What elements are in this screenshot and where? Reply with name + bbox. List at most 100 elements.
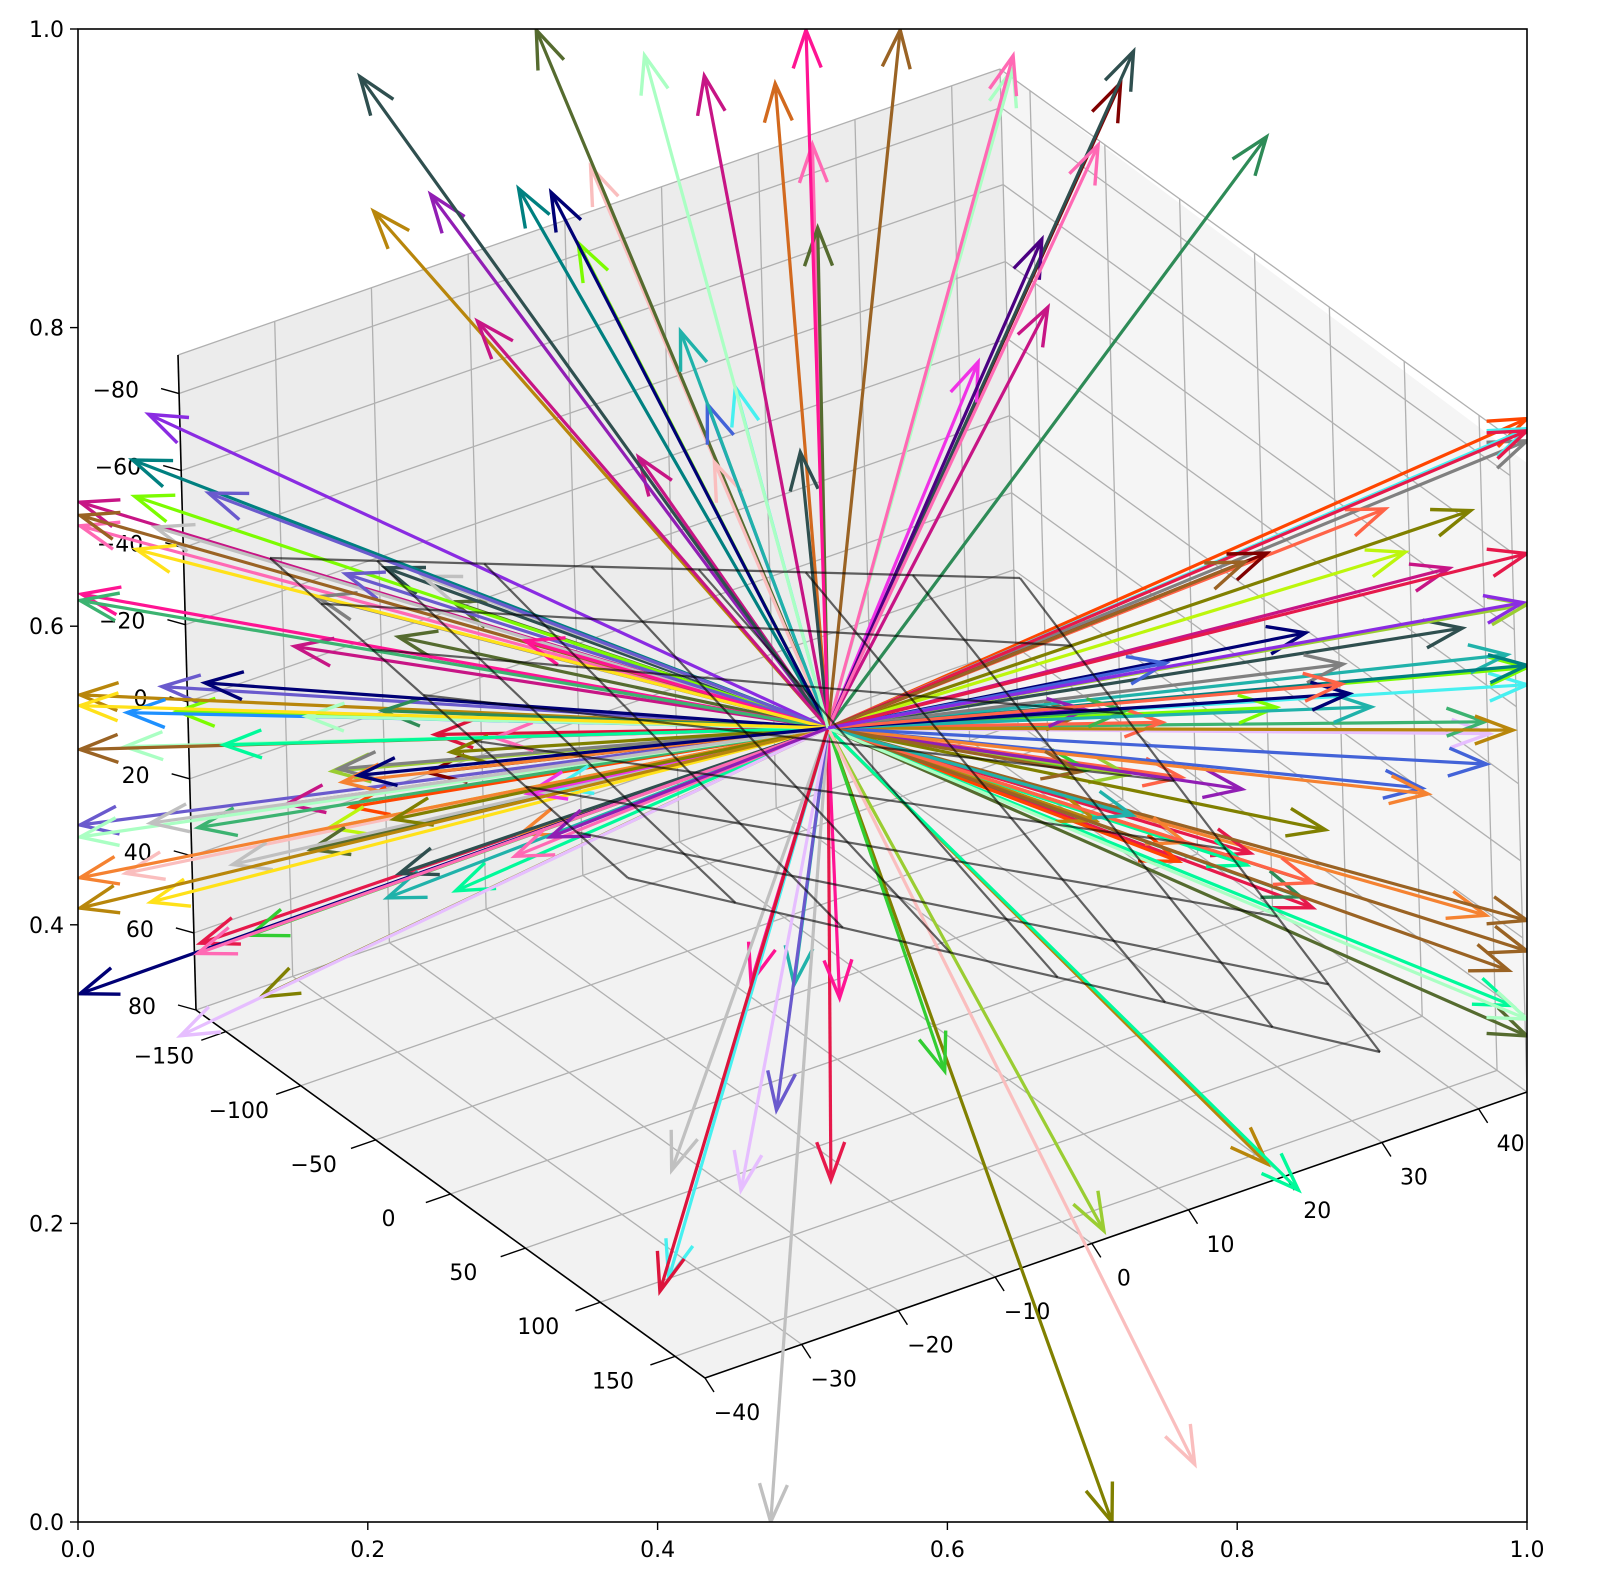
outer-y-tick-label: 0.4 bbox=[29, 914, 64, 939]
mesh-line bbox=[474, 739, 1226, 850]
arrow-shaft bbox=[517, 187, 830, 729]
outer-x-tick-label: 0.2 bbox=[350, 1538, 385, 1563]
arrow-head bbox=[766, 1070, 797, 1115]
arrow-head bbox=[1125, 654, 1171, 686]
arrow-shaft bbox=[642, 54, 830, 729]
arrow bbox=[827, 671, 1347, 730]
arrow bbox=[762, 78, 830, 729]
mesh-line bbox=[376, 560, 737, 904]
arrow-head bbox=[418, 574, 464, 604]
arrow-shaft bbox=[827, 726, 1326, 832]
arrow-shaft bbox=[826, 55, 1015, 729]
arrow-head bbox=[200, 670, 245, 702]
arrow-head bbox=[1474, 714, 1518, 746]
arrow-head bbox=[1302, 671, 1347, 703]
arrow-head bbox=[451, 861, 497, 893]
y-tick bbox=[994, 1276, 1005, 1292]
arrow-shaft bbox=[826, 135, 1268, 729]
x-tick-label: 0 bbox=[382, 1207, 396, 1232]
arrow-head bbox=[545, 808, 591, 839]
arrow-shaft bbox=[826, 727, 842, 998]
arrow bbox=[357, 72, 830, 729]
z-tick-label: 40 bbox=[124, 841, 152, 866]
grid-line bbox=[599, 1015, 1423, 1303]
arrow-head bbox=[510, 827, 556, 859]
x-tick bbox=[575, 1301, 601, 1312]
z-tick bbox=[162, 464, 182, 472]
arrow-head bbox=[655, 1250, 686, 1297]
arrow-shaft bbox=[148, 412, 829, 730]
y-axis-line bbox=[704, 1091, 1528, 1379]
arrow-head bbox=[1055, 793, 1101, 824]
arrow-head bbox=[145, 802, 191, 834]
mesh-line bbox=[321, 602, 1072, 647]
wireframe-mesh bbox=[269, 556, 1381, 1054]
arrow bbox=[678, 326, 830, 729]
arrow-head bbox=[301, 701, 346, 733]
arrow-head bbox=[815, 1141, 847, 1186]
pane-edge bbox=[999, 68, 1510, 438]
z-tick bbox=[160, 387, 180, 395]
grid-line bbox=[525, 961, 1348, 1249]
outer-frame bbox=[77, 28, 1528, 1523]
arrow-head bbox=[75, 855, 121, 886]
arrow-head bbox=[1164, 1423, 1197, 1469]
arrow-shaft bbox=[712, 461, 830, 729]
y-tick-label: 20 bbox=[1303, 1199, 1331, 1224]
arrow bbox=[145, 726, 829, 834]
mesh-line bbox=[269, 557, 629, 879]
arrow bbox=[826, 132, 1270, 729]
arrow bbox=[827, 726, 1433, 806]
arrow-shaft bbox=[826, 306, 1050, 729]
outer-y-tick-label: 0.2 bbox=[29, 1212, 64, 1237]
arrow-head bbox=[394, 846, 440, 877]
pane-edge bbox=[1508, 436, 1528, 1093]
arrow bbox=[75, 726, 829, 915]
arrow-head bbox=[120, 850, 166, 881]
grid-line bbox=[225, 745, 1049, 1033]
grid-line bbox=[300, 799, 1124, 1087]
z-axis-line bbox=[177, 354, 197, 1011]
arrow-head bbox=[695, 71, 727, 117]
arrow-shaft bbox=[429, 193, 830, 729]
arrow-head bbox=[370, 207, 411, 250]
grid-line bbox=[485, 908, 996, 1278]
arrow-head bbox=[430, 718, 474, 750]
arrow-shaft bbox=[150, 726, 829, 825]
arrow-head bbox=[122, 697, 166, 730]
arrow-head bbox=[523, 770, 569, 801]
arrow-shaft bbox=[827, 726, 1487, 766]
arrow-shaft bbox=[769, 727, 830, 1523]
arrow bbox=[695, 71, 830, 729]
arrow-shaft bbox=[79, 704, 829, 730]
arrow-shaft bbox=[827, 726, 1528, 1038]
z-tick-label: −80 bbox=[93, 379, 139, 404]
arrow-head bbox=[1016, 302, 1051, 348]
arrow bbox=[827, 692, 1377, 730]
arrow-head bbox=[1388, 774, 1433, 806]
arrow-shaft bbox=[826, 727, 1114, 1523]
arrow-head bbox=[393, 629, 439, 660]
arrow-head bbox=[1231, 132, 1270, 177]
arrow-head bbox=[1468, 943, 1514, 973]
outer-x-tick-label: 0.6 bbox=[930, 1538, 965, 1563]
arrow-head bbox=[534, 25, 566, 71]
arrow-head bbox=[76, 585, 122, 617]
arrow-head bbox=[131, 543, 177, 574]
grid-line bbox=[1478, 415, 1498, 1071]
arrow bbox=[827, 548, 1410, 730]
arrow bbox=[827, 726, 1492, 778]
arrow-head bbox=[1430, 507, 1476, 538]
arrow-shaft bbox=[826, 727, 947, 1072]
x-tick bbox=[350, 1139, 376, 1150]
grid-line bbox=[1011, 492, 1522, 862]
arrow bbox=[791, 25, 830, 729]
arrow-shaft bbox=[773, 83, 830, 729]
arrow-shaft bbox=[827, 726, 1528, 1021]
arrow bbox=[75, 591, 829, 730]
outer-x-tick-label: 0.8 bbox=[1220, 1538, 1255, 1563]
arrow-shaft bbox=[827, 509, 1472, 730]
arrow-head bbox=[75, 966, 121, 996]
arrow-head bbox=[1344, 507, 1390, 538]
